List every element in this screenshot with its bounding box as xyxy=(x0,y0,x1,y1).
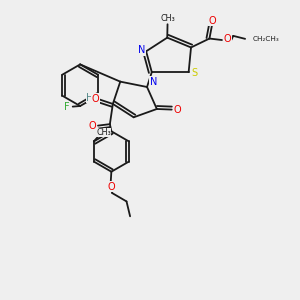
Text: O: O xyxy=(174,105,182,115)
Text: CH₃: CH₃ xyxy=(96,128,111,137)
Text: H: H xyxy=(86,93,94,103)
Text: S: S xyxy=(191,68,197,78)
Text: O: O xyxy=(88,121,96,131)
Text: CH₃: CH₃ xyxy=(160,14,175,23)
Text: F: F xyxy=(64,102,69,112)
Text: N: N xyxy=(138,45,145,55)
Text: O: O xyxy=(107,182,115,192)
Text: O: O xyxy=(208,16,216,26)
Text: N: N xyxy=(150,76,157,87)
Text: O: O xyxy=(92,94,99,103)
Text: O: O xyxy=(224,34,231,44)
Text: CH₂CH₃: CH₂CH₃ xyxy=(253,36,279,42)
